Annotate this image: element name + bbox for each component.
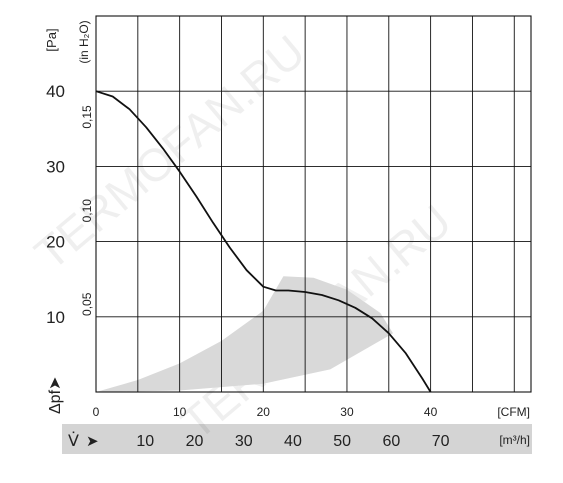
y-tick-label-pa: 20 [46,233,65,252]
x-tick-label-m3h: 50 [333,433,351,450]
x-tick-label-cfm: 10 [173,405,187,419]
secondary-x-axis-band [62,424,532,454]
y-tick-label-pa: 10 [46,308,65,327]
x-axis-unit-cfm: [CFM] [497,405,530,419]
watermark-layer: TERMOFAN.RU TERMOFAN.RU [25,25,461,450]
x-axis-secondary-arrow: ➤ [86,432,99,450]
y-axis-arrow: ➤ [45,377,64,390]
x-axis-secondary-symbol: V̇ [68,431,79,450]
y-tick-label-inh2o: 0,05 [80,292,94,316]
y-axis-symbol: Δpf [47,389,64,414]
x-axis-unit-m3h: [m³/h] [499,433,530,447]
y-tick-label-inh2o: 0,15 [80,105,94,129]
fan-curve-line [95,90,432,393]
y-tick-label-inh2o: 0,10 [80,199,94,223]
x-tick-label-cfm: 40 [424,405,438,419]
x-tick-label-m3h: 30 [235,433,253,450]
x-tick-label-m3h: 10 [136,433,154,450]
x-tick-label-m3h: 40 [284,433,302,450]
plot-frame [95,15,532,393]
y-axis-unit-pa: [Pa] [44,28,59,51]
x-tick-label-cfm: 0 [93,405,100,419]
x-tick-label-m3h: 20 [186,433,204,450]
y-axis-unit-inh2o: (in H₂O) [77,20,91,63]
x-tick-label-cfm: 30 [340,405,354,419]
x-tick-label-m3h: 60 [383,433,401,450]
x-tick-label-m3h: 70 [432,433,450,450]
y-tick-label-pa: 40 [46,82,65,101]
operating-region-band [96,276,393,392]
x-tick-label-cfm: 20 [257,405,271,419]
y-tick-label-pa: 30 [46,157,65,176]
